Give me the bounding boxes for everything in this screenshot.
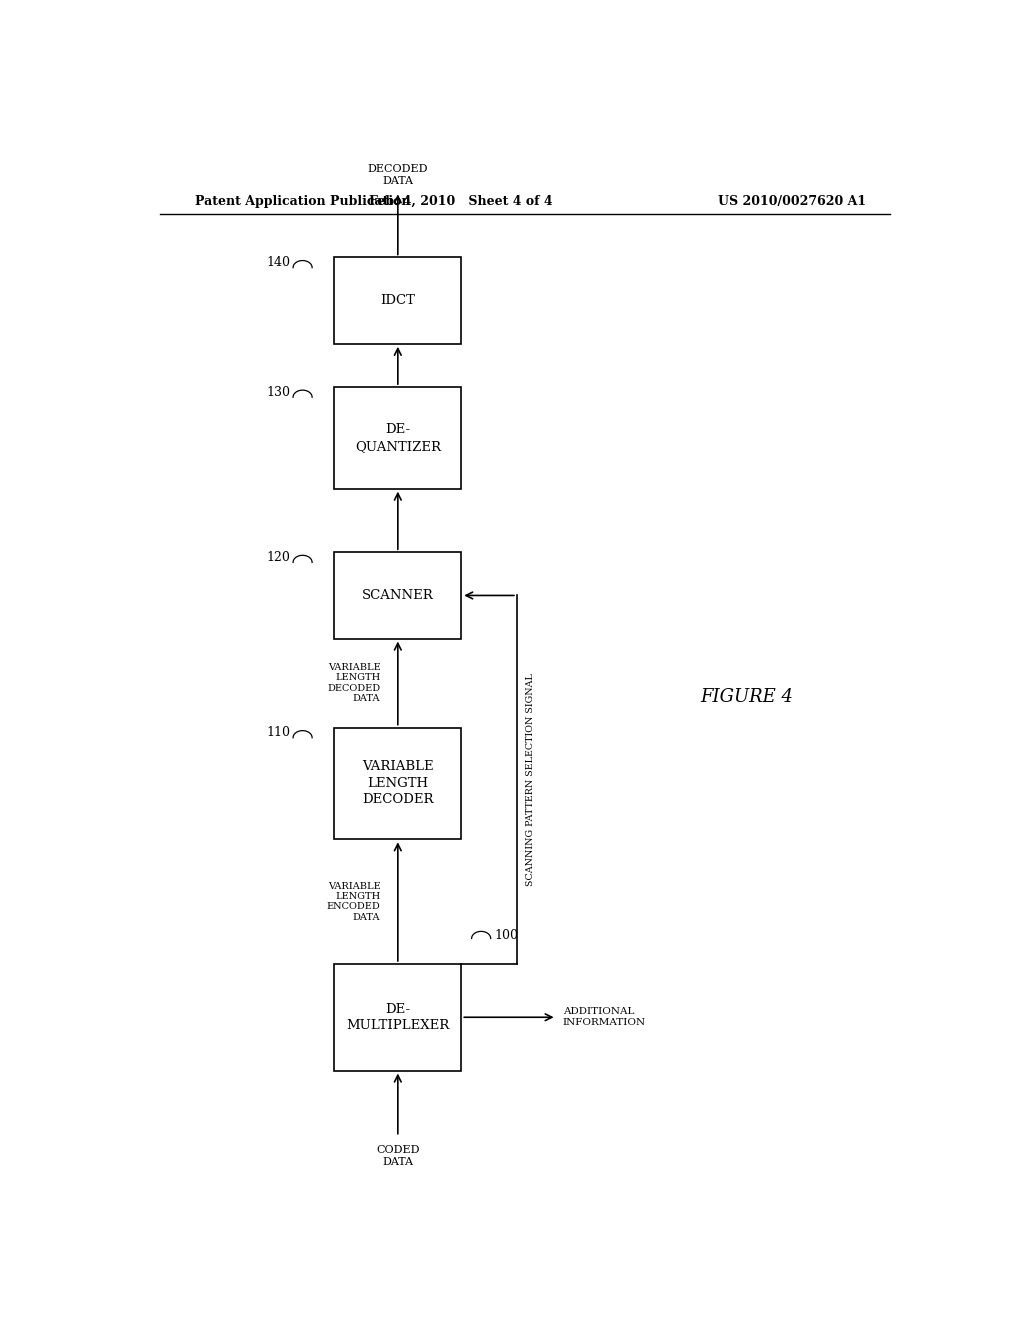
Text: 140: 140: [267, 256, 291, 269]
Text: 120: 120: [267, 550, 291, 564]
Text: 130: 130: [267, 385, 291, 399]
Text: Patent Application Publication: Patent Application Publication: [196, 194, 411, 207]
Text: FIGURE 4: FIGURE 4: [700, 688, 794, 706]
Text: SCANNER: SCANNER: [361, 589, 434, 602]
Text: 110: 110: [267, 726, 291, 739]
FancyBboxPatch shape: [334, 964, 462, 1071]
Text: IDCT: IDCT: [380, 294, 416, 308]
Text: VARIABLE
LENGTH
ENCODED
DATA: VARIABLE LENGTH ENCODED DATA: [327, 882, 380, 921]
Text: DE-
MULTIPLEXER: DE- MULTIPLEXER: [346, 1002, 450, 1032]
Text: DE-
QUANTIZER: DE- QUANTIZER: [355, 424, 440, 453]
FancyBboxPatch shape: [334, 387, 462, 488]
Text: Feb. 4, 2010   Sheet 4 of 4: Feb. 4, 2010 Sheet 4 of 4: [370, 194, 553, 207]
Text: US 2010/0027620 A1: US 2010/0027620 A1: [718, 194, 866, 207]
Text: VARIABLE
LENGTH
DECODER: VARIABLE LENGTH DECODER: [362, 760, 433, 807]
Text: DECODED
DATA: DECODED DATA: [368, 164, 428, 186]
Text: CODED
DATA: CODED DATA: [376, 1144, 420, 1167]
FancyBboxPatch shape: [334, 552, 462, 639]
FancyBboxPatch shape: [334, 257, 462, 345]
Text: 100: 100: [495, 929, 518, 942]
Text: SCANNING PATTERN SELECTION SIGNAL: SCANNING PATTERN SELECTION SIGNAL: [526, 673, 536, 886]
Text: VARIABLE
LENGTH
DECODED
DATA: VARIABLE LENGTH DECODED DATA: [328, 663, 380, 704]
Text: ADDITIONAL
INFORMATION: ADDITIONAL INFORMATION: [563, 1007, 646, 1027]
FancyBboxPatch shape: [334, 727, 462, 840]
